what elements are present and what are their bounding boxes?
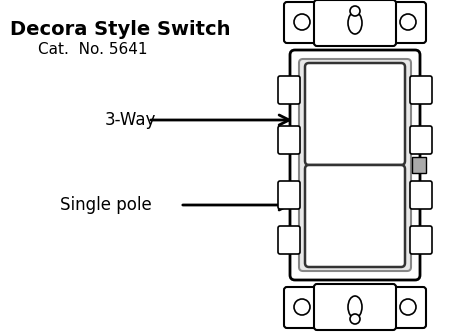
Circle shape (294, 299, 310, 315)
FancyBboxPatch shape (410, 126, 432, 154)
Text: 3-Way: 3-Way (105, 111, 157, 129)
FancyBboxPatch shape (305, 63, 405, 165)
Text: Single pole: Single pole (60, 196, 152, 214)
FancyBboxPatch shape (278, 226, 300, 254)
Circle shape (400, 299, 416, 315)
FancyBboxPatch shape (390, 287, 426, 328)
FancyBboxPatch shape (314, 0, 396, 46)
FancyBboxPatch shape (410, 76, 432, 104)
Circle shape (400, 14, 416, 30)
Circle shape (350, 314, 360, 324)
FancyBboxPatch shape (278, 126, 300, 154)
FancyBboxPatch shape (390, 2, 426, 43)
Ellipse shape (348, 12, 362, 34)
FancyBboxPatch shape (314, 284, 396, 330)
FancyBboxPatch shape (278, 181, 300, 209)
FancyBboxPatch shape (299, 59, 411, 271)
FancyBboxPatch shape (290, 50, 420, 280)
FancyBboxPatch shape (410, 226, 432, 254)
FancyBboxPatch shape (410, 181, 432, 209)
Circle shape (350, 6, 360, 16)
Text: Decora Style Switch: Decora Style Switch (10, 20, 230, 39)
FancyBboxPatch shape (278, 76, 300, 104)
FancyBboxPatch shape (284, 287, 320, 328)
Text: Cat.  No. 5641: Cat. No. 5641 (38, 42, 148, 57)
Circle shape (294, 14, 310, 30)
FancyBboxPatch shape (305, 165, 405, 267)
Ellipse shape (348, 296, 362, 318)
FancyBboxPatch shape (284, 2, 320, 43)
Bar (412, 157, 426, 173)
